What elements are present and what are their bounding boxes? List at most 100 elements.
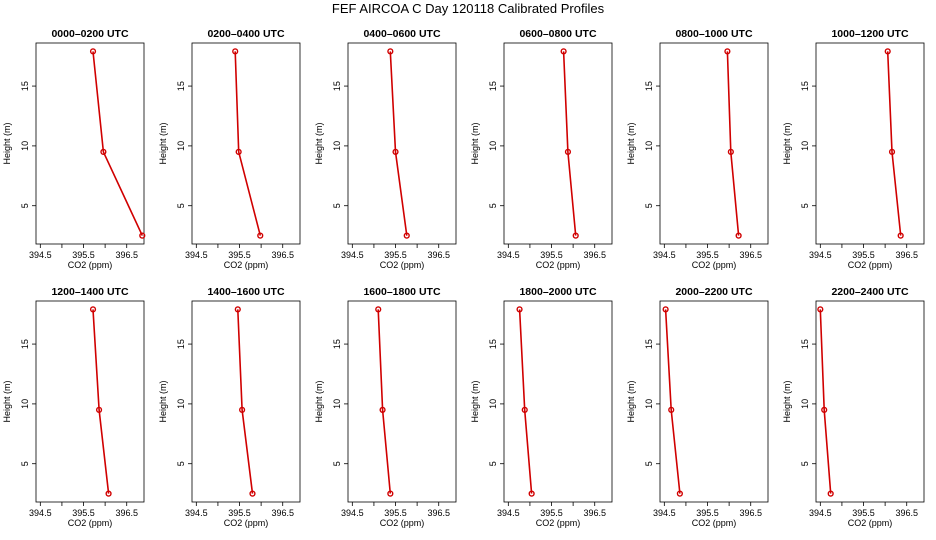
y-tick-label: 15 [800, 339, 810, 349]
x-tick-label: 395.5 [72, 508, 95, 518]
y-tick-label: 5 [176, 203, 186, 208]
y-axis-label: Height (m) [314, 122, 324, 164]
profile-point [662, 306, 669, 313]
y-tick-label: 5 [332, 461, 342, 466]
y-axis-label: Height (m) [158, 380, 168, 422]
plot-frame [659, 300, 769, 503]
x-tick-label: 394.5 [497, 250, 520, 260]
x-axis-label: CO2 (ppm) [692, 260, 737, 270]
y-tick-label: 10 [20, 399, 30, 409]
y-axis-label: Height (m) [2, 122, 12, 164]
plot-frame [191, 300, 301, 503]
y-tick-label: 5 [332, 203, 342, 208]
y-tick-label: 10 [176, 399, 186, 409]
y-axis-label: Height (m) [2, 380, 12, 422]
panel-title: 0000–0200 UTC [51, 28, 128, 40]
x-tick-label: 395.5 [228, 250, 251, 260]
x-tick-label: 394.5 [185, 508, 208, 518]
profile-point [235, 148, 242, 155]
x-tick-label: 394.5 [341, 250, 364, 260]
profile-point [89, 306, 97, 313]
y-tick-label: 15 [488, 339, 498, 349]
figure-title: FEF AIRCOA C Day 120118 Calibrated Profi… [332, 1, 605, 16]
x-tick-label: 396.5 [115, 508, 138, 518]
x-axis-label: CO2 (ppm) [224, 260, 269, 270]
y-tick-label: 15 [176, 339, 186, 349]
x-tick-label: 394.5 [29, 250, 52, 260]
y-tick-label: 10 [176, 141, 186, 151]
x-axis-label: CO2 (ppm) [380, 518, 425, 528]
y-axis-label: Height (m) [470, 380, 480, 422]
profile-point [676, 490, 683, 497]
profile-line [819, 309, 832, 494]
x-tick-label: 395.5 [696, 250, 719, 260]
x-tick-label: 396.5 [115, 250, 138, 260]
profile-line [726, 51, 740, 236]
profile-point [232, 48, 239, 55]
plot-frame [503, 42, 613, 245]
y-axis-label: Height (m) [314, 380, 324, 422]
x-tick-label: 396.5 [427, 508, 450, 518]
x-tick-label: 396.5 [895, 250, 918, 260]
y-tick-label: 10 [644, 399, 654, 409]
y-axis-label: Height (m) [158, 122, 168, 164]
profile-line [664, 309, 681, 494]
x-tick-label: 394.5 [809, 508, 832, 518]
profile-line [886, 51, 902, 236]
y-tick-label: 15 [644, 339, 654, 349]
profile-point [239, 406, 246, 413]
profile-line [518, 309, 533, 494]
profile-line [237, 309, 254, 494]
profile-point [257, 232, 264, 239]
profile-point [560, 48, 567, 55]
profile-point [572, 232, 579, 239]
x-axis-label: CO2 (ppm) [68, 518, 113, 528]
profile-point [827, 490, 834, 497]
x-axis-label: CO2 (ppm) [848, 518, 893, 528]
y-axis-label: Height (m) [782, 122, 792, 164]
x-tick-label: 395.5 [852, 250, 875, 260]
panel-title: 1000–1200 UTC [831, 28, 908, 40]
y-tick-label: 5 [20, 461, 30, 466]
profile-point [564, 148, 572, 155]
profile-line [377, 309, 392, 494]
y-axis-label: Height (m) [626, 122, 636, 164]
x-axis-label: CO2 (ppm) [380, 260, 425, 270]
y-axis-label: Height (m) [626, 380, 636, 422]
x-tick-label: 394.5 [29, 508, 52, 518]
profile-point [392, 148, 399, 155]
y-tick-label: 5 [488, 203, 498, 208]
y-tick-label: 5 [800, 203, 810, 208]
profile-point [387, 490, 394, 497]
y-tick-label: 15 [644, 81, 654, 91]
y-tick-label: 5 [20, 203, 30, 208]
x-tick-label: 395.5 [540, 250, 563, 260]
plot-frame [35, 42, 145, 245]
y-tick-label: 10 [332, 399, 342, 409]
y-tick-label: 10 [332, 141, 342, 151]
y-tick-label: 5 [488, 461, 498, 466]
x-tick-label: 395.5 [228, 508, 251, 518]
x-tick-label: 396.5 [271, 250, 294, 260]
x-tick-label: 396.5 [427, 250, 450, 260]
plot-frame [191, 42, 301, 245]
y-tick-label: 15 [488, 81, 498, 91]
x-tick-label: 394.5 [809, 250, 832, 260]
y-tick-label: 5 [644, 203, 654, 208]
panel-title: 1600–1800 UTC [363, 286, 440, 298]
profile-point [668, 406, 675, 413]
panel-title: 2000–2200 UTC [675, 286, 752, 298]
profile-point [884, 48, 891, 55]
y-tick-label: 5 [644, 461, 654, 466]
panel-title: 0400–0600 UTC [363, 28, 440, 40]
x-axis-label: CO2 (ppm) [224, 518, 269, 528]
profile-point [516, 306, 523, 313]
profile-point [387, 48, 394, 55]
plot-frame [815, 42, 925, 245]
